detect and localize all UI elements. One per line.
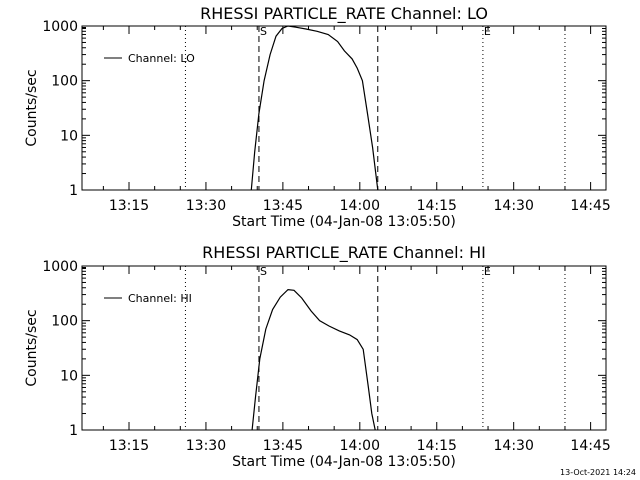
- x-tick-label: 14:30: [494, 198, 534, 214]
- x-tick-label: 14:45: [570, 438, 610, 454]
- plot-frame: [81, 265, 607, 431]
- y-tick-label: 1: [69, 183, 78, 199]
- time-marker-label: E: [484, 265, 491, 278]
- y-tick-label: 100: [51, 314, 78, 330]
- y-tick-label: 1: [69, 423, 78, 439]
- x-tick-label: 14:30: [494, 438, 534, 454]
- y-tick-label: 1000: [42, 19, 78, 35]
- x-tick-label: 14:45: [570, 198, 610, 214]
- series-line: [251, 288, 376, 431]
- y-tick-label: 1000: [42, 259, 78, 275]
- series-line: [250, 25, 379, 191]
- x-tick-label: 14:15: [417, 198, 457, 214]
- x-tick-label: 14:00: [340, 198, 380, 214]
- panel-2: RHESSI PARTICLE_RATE Channel: HI Counts/s…: [24, 243, 611, 470]
- time-marker-label: S: [260, 265, 267, 278]
- x-tick-label: 13:45: [263, 198, 303, 214]
- time-marker-label: S: [260, 25, 267, 38]
- x-tick-label: 13:45: [263, 438, 303, 454]
- x-tick-label: 13:15: [109, 198, 149, 214]
- plot-frame: [81, 25, 607, 191]
- x-axis-label: Start Time (04-Jan-08 13:05:50): [232, 454, 456, 470]
- x-axis-label: Start Time (04-Jan-08 13:05:50): [232, 214, 456, 230]
- chart-title: RHESSI PARTICLE_RATE Channel: LO: [200, 4, 488, 24]
- y-tick-label: 10: [60, 128, 78, 144]
- x-tick-label: 13:15: [109, 438, 149, 454]
- x-tick-label: 14:15: [417, 438, 457, 454]
- generation-timestamp: 13-Oct-2021 14:24: [560, 468, 636, 477]
- y-axis-label: Counts/sec: [24, 309, 40, 386]
- x-tick-label: 13:30: [186, 198, 226, 214]
- x-tick-label: 13:30: [186, 438, 226, 454]
- chart-title: RHESSI PARTICLE_RATE Channel: HI: [202, 243, 486, 263]
- legend-entry: Channel: HI: [128, 292, 192, 305]
- y-tick-label: 10: [60, 368, 78, 384]
- y-axis-label: Counts/sec: [24, 69, 40, 146]
- legend-entry: Channel: LO: [128, 52, 195, 65]
- panel-1: RHESSI PARTICLE_RATE Channel: LO Counts/s…: [24, 4, 611, 230]
- y-tick-label: 100: [51, 74, 78, 90]
- time-marker-label: E: [484, 25, 491, 38]
- x-tick-label: 14:00: [340, 438, 380, 454]
